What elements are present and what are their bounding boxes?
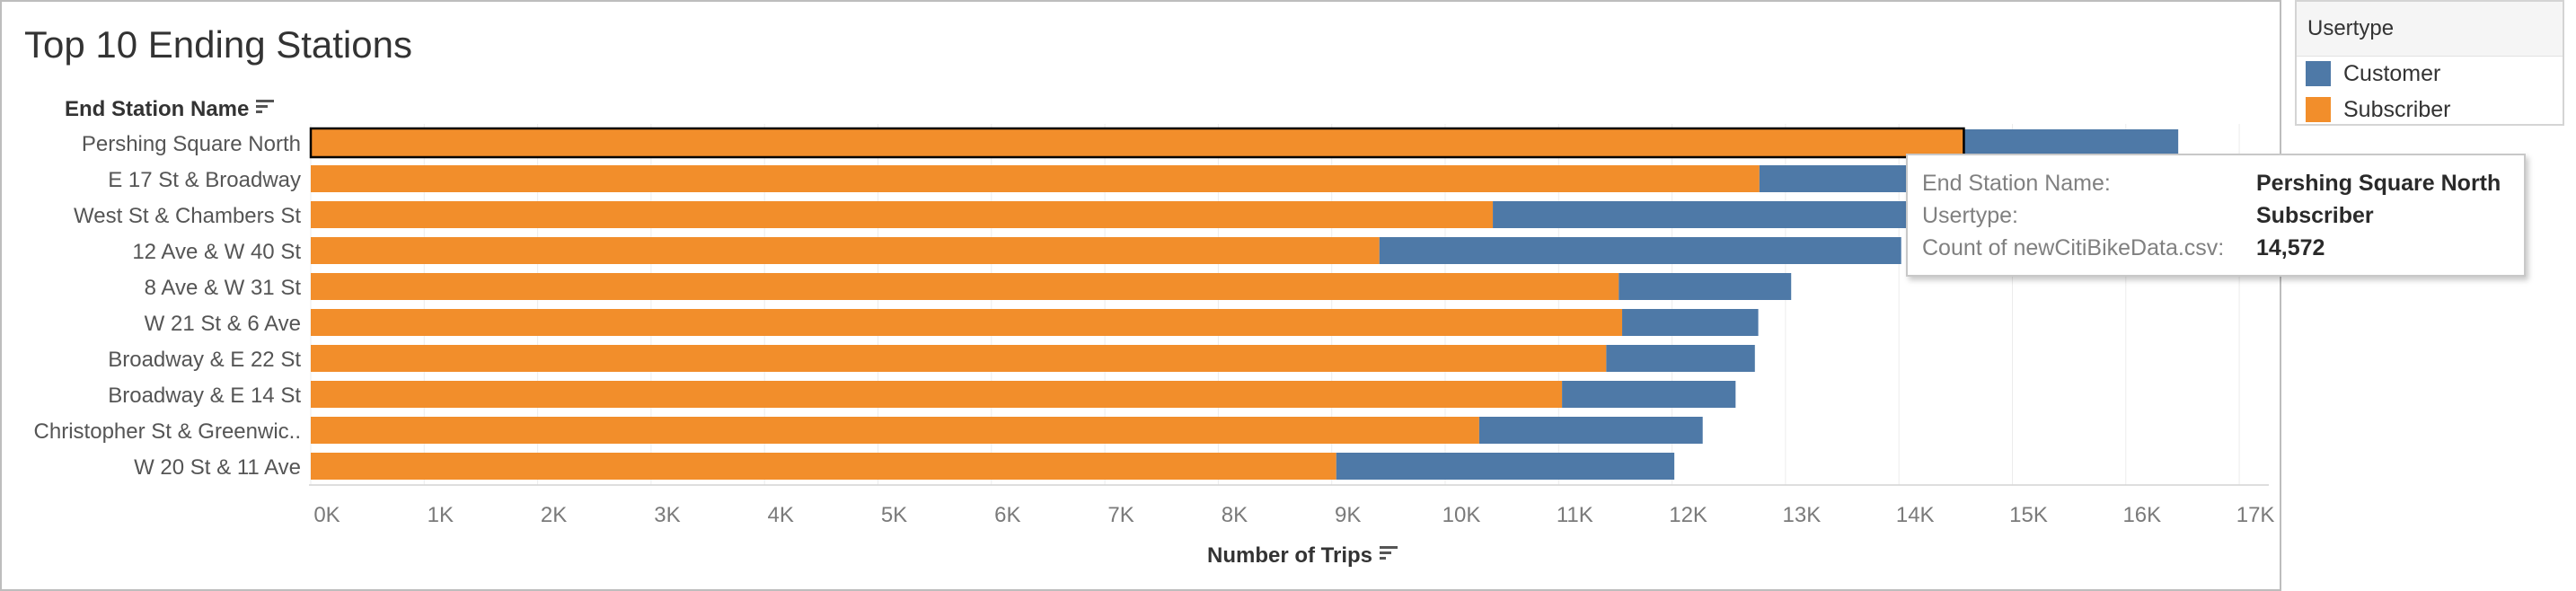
- x-tick-label-5k: 5K: [881, 503, 907, 527]
- x-tick-label-4k: 4K: [768, 503, 794, 527]
- sort-descending-icon[interactable]: [1380, 546, 1398, 560]
- tooltip-key-station: End Station Name:: [1922, 171, 2111, 196]
- x-tick-label-2k: 2K: [541, 503, 567, 527]
- x-tick-label-7k: 7K: [1107, 503, 1134, 527]
- tooltip: End Station Name: Pershing Square North …: [1906, 154, 2526, 277]
- bar-customer-christopher-st-greenwic: [1478, 417, 1703, 444]
- x-tick-label-17k: 17K: [2236, 503, 2275, 527]
- legend-label-subscriber: Subscriber: [2343, 96, 2451, 122]
- bar-subscriber-e-17-st-broadway: [311, 165, 1760, 192]
- y-category-label-pershing-square-north: Pershing Square North: [82, 132, 301, 156]
- x-tick-label-13k: 13K: [1783, 503, 1822, 527]
- x-tick-label-6k: 6K: [994, 503, 1020, 527]
- bar-chart: 0K 1K 2K 3K 4K 5K 6K 7K 8K 9K 10K 11K 12K 13K 14K 15K 16…: [34, 97, 2275, 568]
- bar-customer-12-ave-w-40-st: [1379, 237, 1901, 264]
- y-category-label-e-17-st-broadway: E 17 St & Broadway: [108, 168, 301, 192]
- legend-swatch-subscriber: [2306, 97, 2331, 122]
- x-tick-label-16k: 16K: [2122, 503, 2161, 527]
- bar-subscriber-w-20-st-11-ave: [311, 453, 1337, 480]
- x-tick-label-10k: 10K: [1442, 503, 1481, 527]
- bar-subscriber-christopher-st-greenwic: [311, 417, 1479, 444]
- legend: Usertype Customer Subscriber: [2295, 0, 2564, 126]
- y-category-label-broadway-e-22-st: Broadway & E 22 St: [108, 348, 301, 372]
- bar-subscriber-pershing-square-north: [311, 129, 1964, 156]
- y-category-label-8-ave-w-31-st: 8 Ave & W 31 St: [145, 276, 302, 300]
- bar-highlight-outline: [309, 127, 1965, 159]
- bar-customer-w-21-st-6-ave: [1622, 309, 1759, 336]
- y-category-label-w-21-st-6-ave: W 21 St & 6 Ave: [145, 312, 301, 336]
- tooltip-value-count: 14,572: [2256, 235, 2325, 260]
- bar-subscriber-12-ave-w-40-st: [311, 237, 1380, 264]
- sort-descending-icon[interactable]: [256, 100, 274, 113]
- y-category-label-west-st-chambers-st: West St & Chambers St: [74, 204, 301, 228]
- viz-frame: Top 10 Ending Stations 0K 1K 2K 3K 4K 5K 6K 7K 8…: [0, 0, 2281, 591]
- bar-customer-west-st-chambers-st: [1493, 201, 1919, 228]
- bar-subscriber-8-ave-w-31-st: [311, 273, 1619, 300]
- bar-subscriber-broadway-e-22-st: [311, 345, 1607, 372]
- tooltip-key-usertype: Usertype:: [1922, 203, 2018, 228]
- bar-customer-broadway-e-22-st: [1606, 345, 1755, 372]
- y-category-label-christopher-st-greenwic: Christopher St & Greenwic..: [34, 419, 301, 444]
- x-tick-label-14k: 14K: [1896, 503, 1935, 527]
- x-tick-label-15k: 15K: [2009, 503, 2048, 527]
- bar-customer-broadway-e-14-st: [1562, 381, 1736, 408]
- x-tick-label-3k: 3K: [654, 503, 680, 527]
- x-tick-label-0k: 0K: [313, 503, 340, 527]
- y-category-label-w-20-st-11-ave: W 20 St & 11 Ave: [134, 455, 301, 480]
- bar-customer-pershing-square-north: [1963, 129, 2179, 156]
- legend-title: Usertype: [2297, 2, 2563, 57]
- legend-swatch-customer: [2306, 61, 2331, 86]
- x-tick-label-1k: 1K: [428, 503, 454, 527]
- tooltip-value-usertype: Subscriber: [2256, 203, 2374, 228]
- bar-subscriber-broadway-e-14-st: [311, 381, 1563, 408]
- x-axis-title: Number of Trips: [1207, 543, 1372, 568]
- x-tick-label-11k: 11K: [1557, 503, 1593, 527]
- bar-subscriber-w-21-st-6-ave: [311, 309, 1623, 336]
- legend-label-customer: Customer: [2343, 60, 2441, 86]
- y-category-label-broadway-e-14-st: Broadway & E 14 St: [108, 384, 301, 408]
- y-category-label-12-ave-w-40-st: 12 Ave & W 40 St: [132, 240, 301, 264]
- x-tick-label-9k: 9K: [1335, 503, 1361, 527]
- y-axis-title: End Station Name: [65, 97, 249, 121]
- x-tick-label-8k: 8K: [1222, 503, 1248, 527]
- chart-title: Top 10 Ending Stations: [24, 23, 412, 66]
- legend-item-subscriber[interactable]: Subscriber: [2306, 95, 2451, 124]
- x-tick-label-12k: 12K: [1669, 503, 1707, 527]
- tooltip-key-count: Count of newCitiBikeData.csv:: [1922, 235, 2225, 260]
- bar-customer-8-ave-w-31-st: [1619, 273, 1792, 300]
- legend-item-customer[interactable]: Customer: [2306, 59, 2440, 88]
- bar-customer-w-20-st-11-ave: [1336, 453, 1675, 480]
- tooltip-value-station: Pershing Square North: [2256, 171, 2501, 196]
- bar-subscriber-west-st-chambers-st: [311, 201, 1494, 228]
